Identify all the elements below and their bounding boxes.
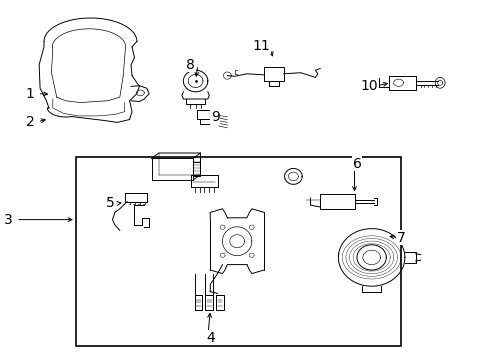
Text: 6: 6	[352, 157, 361, 171]
Text: 3: 3	[4, 213, 13, 226]
Text: 7: 7	[396, 231, 405, 244]
Text: 9: 9	[210, 110, 219, 124]
Text: 1: 1	[26, 87, 35, 100]
Bar	[76, 157, 400, 346]
Text: 4: 4	[205, 331, 214, 345]
Text: 11: 11	[252, 39, 270, 53]
Text: 10: 10	[360, 79, 377, 93]
Text: 8: 8	[186, 58, 195, 72]
Text: 5: 5	[105, 197, 114, 210]
Text: 2: 2	[26, 115, 35, 129]
